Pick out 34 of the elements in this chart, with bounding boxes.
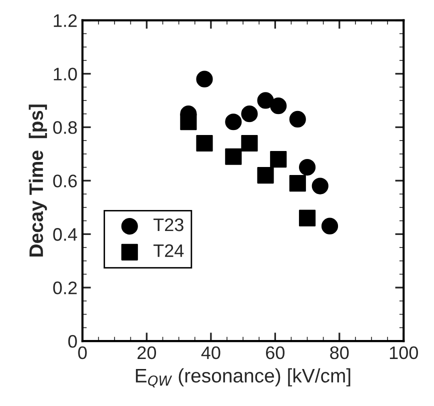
point (241, 134, 258, 152)
legend-label: T23 (153, 218, 184, 232)
x-tick-label: 100 (390, 346, 418, 360)
point (257, 167, 274, 184)
y-tick-label: 0.8 (53, 121, 77, 134)
y-tick-label: 0.2 (53, 282, 77, 294)
y-tick-label: 1.0 (54, 68, 77, 80)
point (298, 210, 316, 226)
point (225, 114, 242, 130)
point (196, 70, 213, 88)
point (241, 106, 258, 122)
x-tick-label: 60 (266, 346, 284, 360)
x-axis-title: E$_{QW}$ (resonance) [kV/cm] (136, 368, 350, 388)
y-axis-title: Decay Time [ps] (28, 104, 47, 256)
point (196, 134, 213, 152)
y-tick-label: 1.2 (54, 14, 77, 27)
x-tick-label: 20 (138, 346, 156, 360)
point (289, 110, 306, 128)
point (321, 218, 338, 234)
y-tick-label: 0.6 (53, 174, 77, 188)
x-tick-label: 0 (78, 346, 87, 360)
y-tick-label: 0.4 (53, 228, 78, 241)
point (225, 148, 242, 165)
point (270, 98, 287, 114)
point (289, 175, 306, 192)
point (257, 92, 274, 109)
y-tick-label: 0 (68, 334, 77, 348)
legend-label: T24 (153, 244, 184, 257)
x-tick-label: 40 (201, 346, 220, 360)
point (298, 159, 316, 176)
point (270, 150, 287, 168)
point (180, 114, 197, 130)
x-tick-label: 80 (330, 346, 349, 360)
point (312, 178, 328, 194)
